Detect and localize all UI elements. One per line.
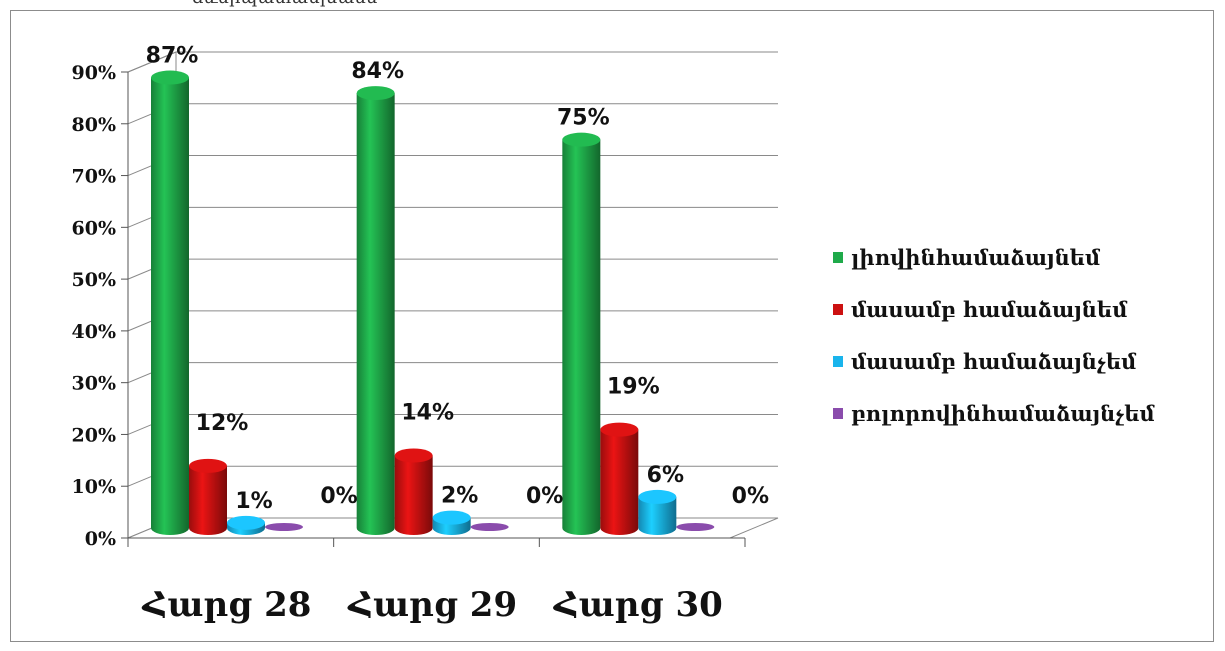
data-label: 6% (647, 463, 684, 488)
legend-swatch (833, 408, 843, 419)
y-tick-label: 60% (72, 217, 117, 239)
legend-item: մասամբ համաձայնչեմ (833, 348, 1155, 375)
chart-frame (10, 10, 1214, 642)
legend: լիովինհամաձայնեմ մասամբ համաձայնեմ մասամ… (833, 244, 1155, 452)
gridline (127, 103, 778, 125)
header-fragment: ձևերպատասխանս (192, 0, 377, 8)
bar (189, 458, 227, 535)
data-labels: 87% 12% 1% 0% 84% 14% 2% 0% 75% 19% 6% 0% (146, 44, 769, 514)
bar (600, 422, 639, 535)
data-label: 1% (235, 489, 272, 514)
legend-swatch (833, 304, 843, 315)
category-label: Հարց 28 (142, 585, 312, 625)
gridline (127, 258, 778, 280)
y-tick-label: 30% (72, 373, 117, 395)
data-label: 0% (732, 484, 769, 509)
bar (265, 523, 303, 531)
legend-item: մասամբ համաձայնեմ (833, 296, 1155, 323)
data-label: 75% (557, 106, 610, 131)
bar (676, 523, 715, 531)
bar (151, 70, 189, 536)
legend-item: լիովինհամաձայնեմ (833, 244, 1155, 271)
y-tick-label: 40% (72, 321, 117, 343)
bar (638, 489, 677, 535)
y-tick-label: 10% (72, 476, 117, 498)
y-axis-ticks: 0% 10% 20% 30% 40% 50% 60% 70% 80% 90% (72, 62, 129, 550)
gridline (127, 310, 778, 332)
gridline (127, 155, 778, 177)
data-label: 84% (351, 59, 404, 84)
y-tick-label: 70% (72, 166, 117, 188)
legend-item: բոլորովինհամաձայնչեմ (833, 400, 1155, 427)
bar (356, 86, 395, 536)
data-label: 2% (441, 484, 478, 509)
category-label: Հարց 29 (347, 585, 517, 625)
y-tick-label: 80% (72, 114, 117, 136)
y-tick-label: 50% (72, 269, 117, 291)
data-label: 14% (401, 401, 454, 426)
gridline (127, 362, 778, 384)
bar (432, 510, 471, 535)
category-label: Հարց 30 (553, 585, 723, 625)
legend-label: բոլորովինհամաձայնչեմ (851, 401, 1155, 426)
data-label: 0% (526, 484, 563, 509)
category-labels: Հարց 28 Հարց 29 Հարց 30 (142, 585, 723, 625)
bars (151, 70, 715, 536)
y-tick-label: 0% (85, 528, 116, 550)
legend-label: մասամբ համաձայնեմ (851, 297, 1128, 322)
y-tick-label: 20% (72, 424, 117, 446)
legend-label: լիովինհամաձայնեմ (851, 245, 1101, 270)
bar (227, 515, 265, 535)
bar (470, 523, 509, 531)
y-tick-label: 90% (72, 62, 117, 84)
bar (394, 448, 433, 535)
x-axis (127, 537, 746, 547)
gridline (127, 206, 778, 228)
data-label: 0% (320, 484, 357, 509)
data-label: 12% (196, 411, 249, 436)
bar (562, 132, 601, 535)
data-label: 87% (146, 44, 199, 69)
data-label: 19% (607, 375, 660, 400)
legend-swatch (833, 252, 843, 263)
gridline (127, 51, 778, 73)
legend-swatch (833, 356, 843, 367)
legend-label: մասամբ համաձայնչեմ (851, 349, 1137, 374)
